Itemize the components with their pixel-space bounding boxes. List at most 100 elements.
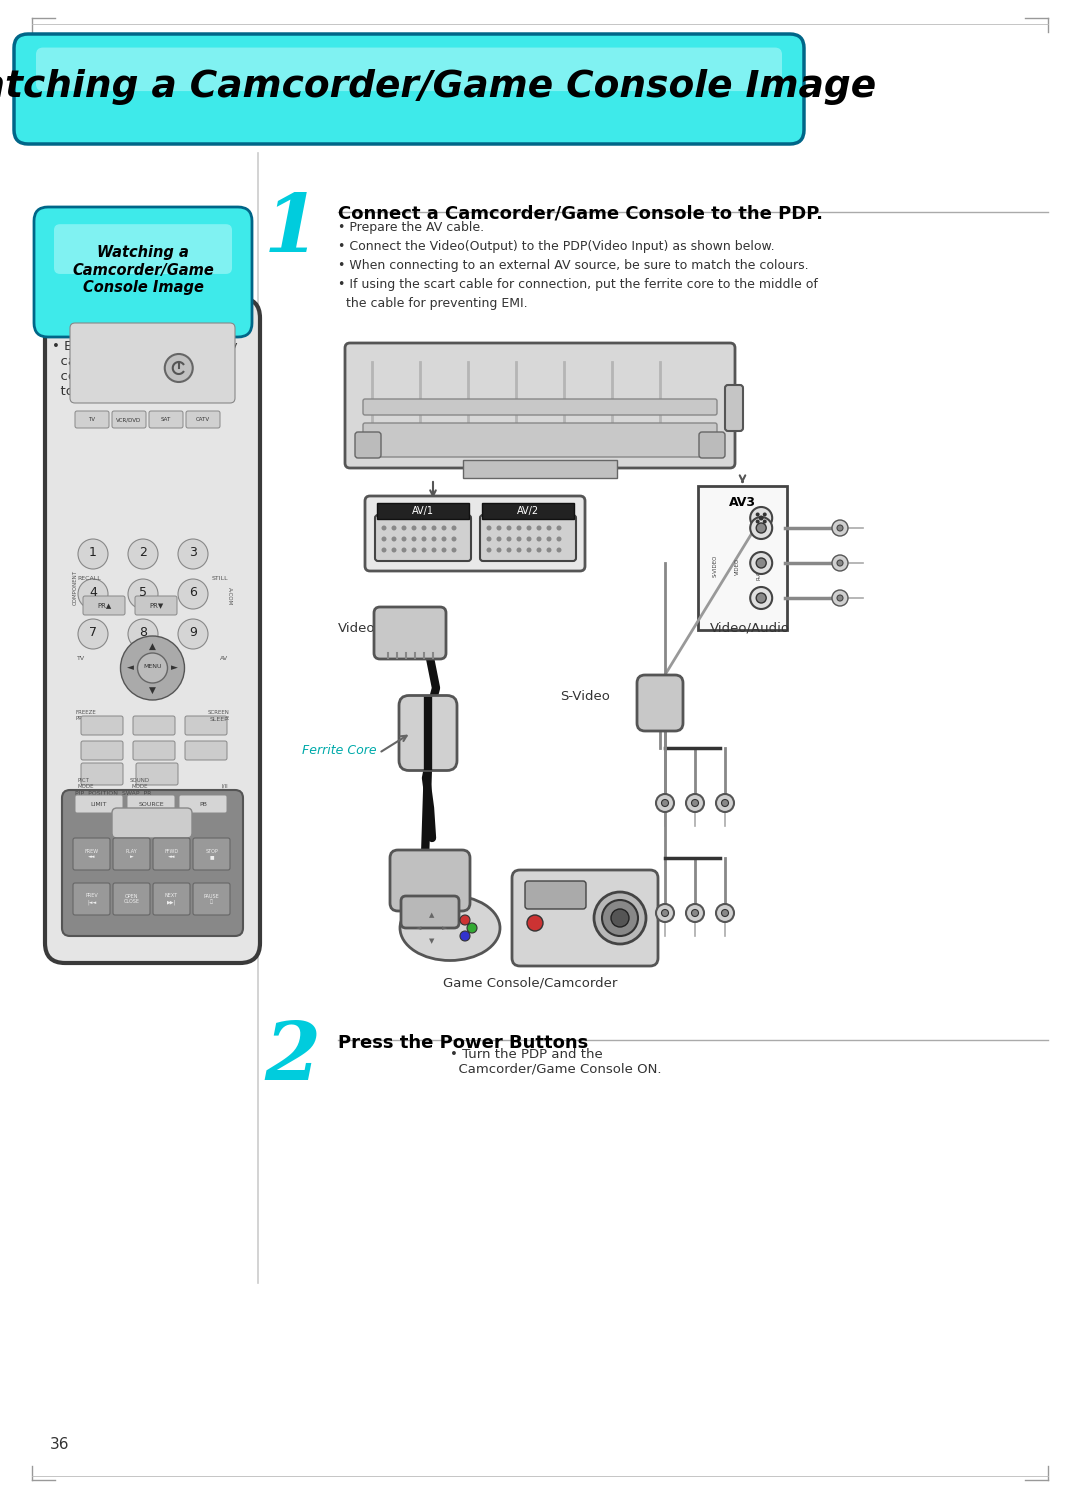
Circle shape <box>516 536 522 541</box>
Text: Video/Audio: Video/Audio <box>710 622 789 635</box>
Text: A-COM: A-COM <box>227 587 232 605</box>
Circle shape <box>516 547 522 553</box>
Circle shape <box>686 903 704 921</box>
Circle shape <box>546 536 552 541</box>
Text: 4: 4 <box>89 587 97 599</box>
Text: NEXT
▶▶|: NEXT ▶▶| <box>165 893 178 905</box>
FancyBboxPatch shape <box>14 34 804 144</box>
FancyBboxPatch shape <box>149 410 183 428</box>
Circle shape <box>691 909 699 917</box>
Text: FFWD
◄◄: FFWD ◄◄ <box>164 848 178 860</box>
Text: 3: 3 <box>189 547 197 559</box>
Circle shape <box>602 900 638 936</box>
FancyBboxPatch shape <box>399 695 457 770</box>
Text: SAT: SAT <box>161 416 171 422</box>
Text: LIMIT: LIMIT <box>91 801 107 806</box>
Circle shape <box>751 551 772 574</box>
Circle shape <box>391 526 396 530</box>
Text: STILL: STILL <box>212 577 228 581</box>
Circle shape <box>467 923 477 933</box>
FancyBboxPatch shape <box>75 795 123 813</box>
Circle shape <box>178 539 208 569</box>
Circle shape <box>486 536 491 541</box>
Circle shape <box>507 547 512 553</box>
Text: PR▼: PR▼ <box>149 602 163 608</box>
Text: 1: 1 <box>89 547 97 559</box>
Text: Game Console/Camcorder: Game Console/Camcorder <box>443 977 617 989</box>
Text: PB: PB <box>199 801 207 806</box>
FancyBboxPatch shape <box>127 795 175 813</box>
FancyBboxPatch shape <box>377 503 469 518</box>
FancyBboxPatch shape <box>113 837 150 870</box>
FancyBboxPatch shape <box>193 882 230 915</box>
Circle shape <box>837 524 843 530</box>
Circle shape <box>432 526 436 530</box>
FancyBboxPatch shape <box>185 742 227 759</box>
Text: 1: 1 <box>264 192 320 268</box>
Text: 7: 7 <box>89 626 97 640</box>
Ellipse shape <box>400 896 500 960</box>
Circle shape <box>129 619 158 649</box>
Circle shape <box>756 523 766 533</box>
FancyBboxPatch shape <box>179 795 227 813</box>
Circle shape <box>411 547 417 553</box>
Text: 5: 5 <box>139 587 147 599</box>
FancyBboxPatch shape <box>73 882 110 915</box>
Circle shape <box>129 580 158 610</box>
Text: AV: AV <box>220 656 228 661</box>
Text: ►: ► <box>171 664 178 673</box>
Circle shape <box>451 536 457 541</box>
Text: 2: 2 <box>139 547 147 559</box>
Circle shape <box>486 547 491 553</box>
Text: 36: 36 <box>50 1437 69 1452</box>
Text: VIDEO: VIDEO <box>734 557 740 575</box>
Circle shape <box>497 547 501 553</box>
Circle shape <box>656 903 674 921</box>
Circle shape <box>751 517 772 539</box>
FancyBboxPatch shape <box>133 716 175 736</box>
Circle shape <box>381 536 387 541</box>
Text: ◄: ◄ <box>416 924 421 930</box>
FancyBboxPatch shape <box>375 515 471 560</box>
FancyBboxPatch shape <box>355 431 381 458</box>
FancyBboxPatch shape <box>185 716 227 736</box>
Circle shape <box>537 547 541 553</box>
FancyBboxPatch shape <box>112 807 192 837</box>
Circle shape <box>137 653 167 683</box>
Circle shape <box>421 547 427 553</box>
FancyBboxPatch shape <box>482 503 573 518</box>
Circle shape <box>497 536 501 541</box>
FancyBboxPatch shape <box>81 742 123 759</box>
Text: I/II: I/II <box>221 783 228 789</box>
Circle shape <box>546 526 552 530</box>
Text: PIP  POSITION  SWAP  PR: PIP POSITION SWAP PR <box>75 791 151 795</box>
FancyBboxPatch shape <box>135 596 177 616</box>
Circle shape <box>716 903 734 921</box>
Text: Watching a Camcorder/Game Console Image: Watching a Camcorder/Game Console Image <box>0 69 877 105</box>
Circle shape <box>691 800 699 806</box>
Circle shape <box>516 526 522 530</box>
FancyBboxPatch shape <box>699 431 725 458</box>
Circle shape <box>432 536 436 541</box>
Text: 2: 2 <box>264 1019 320 1097</box>
Circle shape <box>497 526 501 530</box>
Circle shape <box>832 520 848 536</box>
FancyBboxPatch shape <box>54 225 232 274</box>
Circle shape <box>402 526 406 530</box>
Text: Press the Power Buttons: Press the Power Buttons <box>338 1034 589 1052</box>
Circle shape <box>661 800 669 806</box>
Circle shape <box>762 512 767 517</box>
Text: • Enjoy images recorded by
  camcorder or the game
  console after connecting
  : • Enjoy images recorded by camcorder or … <box>52 340 238 398</box>
Circle shape <box>129 539 158 569</box>
Circle shape <box>837 595 843 601</box>
Circle shape <box>442 547 446 553</box>
Circle shape <box>527 547 531 553</box>
Circle shape <box>507 536 512 541</box>
Text: PICT
MODE: PICT MODE <box>77 777 94 789</box>
Circle shape <box>527 526 531 530</box>
Circle shape <box>460 915 470 924</box>
FancyBboxPatch shape <box>33 207 252 337</box>
Circle shape <box>751 506 772 529</box>
Text: SOURCE: SOURCE <box>138 801 164 806</box>
FancyBboxPatch shape <box>363 398 717 415</box>
